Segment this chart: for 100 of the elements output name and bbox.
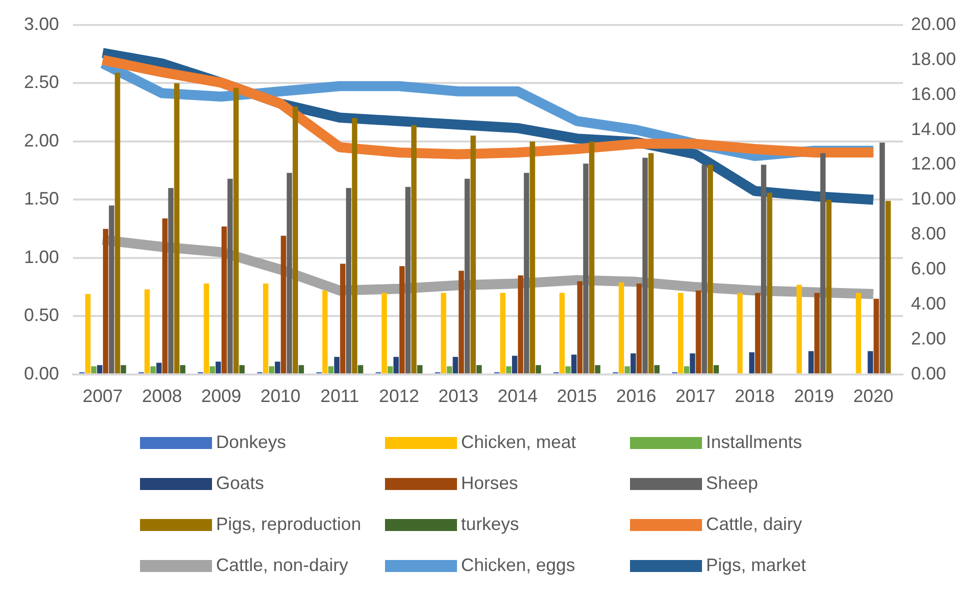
bar <box>440 292 446 374</box>
bar <box>168 188 174 374</box>
bar <box>239 365 245 374</box>
bar <box>630 353 636 374</box>
x-tick-label: 2007 <box>82 386 123 406</box>
y-tick-label: 2.00 <box>24 130 60 150</box>
bar <box>97 365 102 374</box>
bar <box>577 281 583 374</box>
bar <box>642 158 648 374</box>
bar <box>856 292 862 374</box>
bar <box>102 228 108 374</box>
bar <box>222 226 227 374</box>
bar <box>268 366 274 374</box>
y-tick-label: 1.00 <box>24 246 60 267</box>
bar <box>85 294 91 374</box>
bar <box>417 365 422 374</box>
bar <box>280 236 286 374</box>
bar <box>868 351 874 374</box>
bar <box>618 282 624 374</box>
bar <box>506 366 512 374</box>
bar <box>352 118 358 374</box>
bar <box>571 354 577 374</box>
x-tick-label: 2020 <box>853 386 894 406</box>
bar <box>340 264 346 374</box>
legend-label: Chicken, eggs <box>461 555 576 576</box>
y-tick-label: 0.50 <box>24 305 60 326</box>
bar <box>589 141 594 374</box>
bar <box>322 290 328 374</box>
x-tick-label: 2009 <box>201 386 242 406</box>
bar <box>814 292 820 374</box>
bar <box>108 206 114 374</box>
x-tick-label: 2008 <box>142 386 182 406</box>
bar <box>156 362 162 374</box>
bar <box>393 356 399 374</box>
x-tick-label: 2013 <box>438 386 478 406</box>
legend-label: Installments <box>706 432 802 453</box>
bar <box>796 284 802 374</box>
bar <box>684 366 690 374</box>
bar <box>737 292 743 374</box>
y2-tick-label: 2.00 <box>910 328 946 348</box>
bar <box>91 366 96 374</box>
legend-label: Goats <box>216 473 264 494</box>
y2-tick-label: 18.00 <box>910 48 956 69</box>
bar <box>708 164 713 374</box>
bar <box>346 188 352 374</box>
bar <box>162 218 168 374</box>
y-tick-label: 0.00 <box>24 363 60 384</box>
bar <box>399 266 405 374</box>
legend-label: Horses <box>461 473 518 494</box>
bar <box>565 366 571 374</box>
bar <box>820 153 826 374</box>
bar <box>702 164 708 374</box>
bar <box>500 292 506 374</box>
x-tick-label: 2012 <box>379 386 420 406</box>
bar <box>274 362 280 374</box>
bar <box>648 153 654 374</box>
bar <box>144 289 150 374</box>
x-tick-label: 2016 <box>616 386 656 406</box>
bar <box>470 136 476 374</box>
bar <box>120 365 126 374</box>
legend-label: Pigs, reproduction <box>216 514 362 535</box>
bar <box>536 365 542 374</box>
legend-label: turkeys <box>461 514 520 535</box>
bar <box>405 186 411 374</box>
y2-tick-label: 10.00 <box>910 188 956 209</box>
bar <box>583 164 588 374</box>
bar <box>880 142 885 374</box>
bar <box>749 352 754 374</box>
bar <box>518 275 524 374</box>
bar <box>530 141 536 374</box>
legend-label: Cattle, dairy <box>706 514 802 535</box>
bar <box>227 178 233 374</box>
bar <box>358 365 364 374</box>
bar <box>180 365 186 374</box>
bar <box>210 366 216 374</box>
bar <box>204 284 210 374</box>
y-tick-label: 2.50 <box>24 72 60 92</box>
y2-tick-label: 0.00 <box>910 363 946 384</box>
bar <box>636 284 642 374</box>
bar <box>114 72 120 374</box>
legend-label: Cattle, non-dairy <box>216 555 348 576</box>
bar <box>696 290 702 374</box>
bar <box>233 88 239 374</box>
bar <box>150 366 156 374</box>
bar <box>174 83 180 374</box>
legend-label: Pigs, market <box>706 555 806 576</box>
bar <box>874 298 879 374</box>
legend-label: Chicken, meat <box>461 432 576 453</box>
y2-tick-label: 20.00 <box>910 14 956 34</box>
y2-tick-label: 6.00 <box>910 258 946 279</box>
bar <box>766 192 772 374</box>
bar <box>452 356 458 374</box>
x-tick-label: 2019 <box>794 386 834 406</box>
x-tick-label: 2018 <box>734 386 775 406</box>
bar <box>464 178 470 374</box>
bar <box>476 365 482 374</box>
x-tick-label: 2017 <box>675 386 716 406</box>
x-tick-label: 2015 <box>556 386 597 406</box>
bar <box>678 292 684 374</box>
bar <box>298 365 304 374</box>
